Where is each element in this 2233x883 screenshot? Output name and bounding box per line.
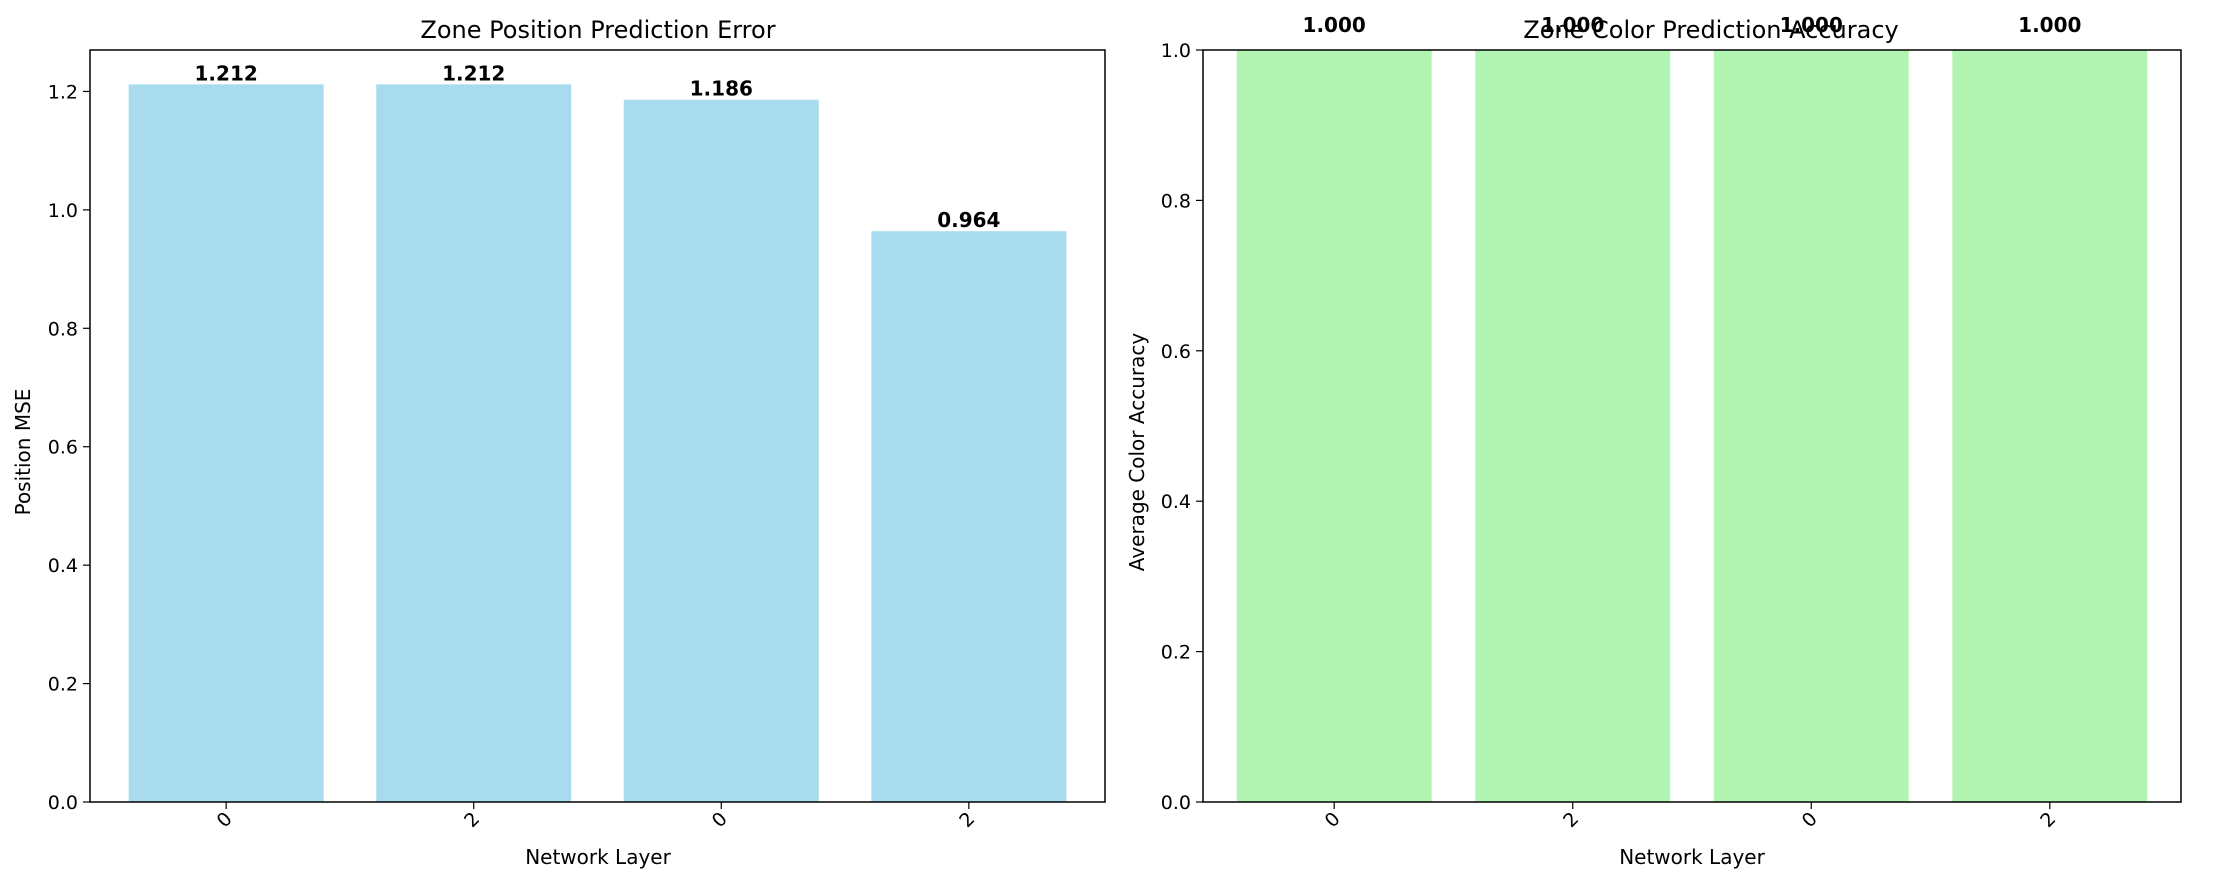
y-ticks: 0.0 0.2 0.4 0.6 0.8 1.0 1.2	[48, 81, 90, 814]
plot-frame	[89, 49, 1106, 803]
y-tick-label: 0.2	[48, 674, 78, 696]
bar-value-label: 1.212	[442, 61, 505, 85]
bar	[1475, 50, 1671, 802]
y-tick-label: 0.8	[1161, 190, 1191, 212]
bar	[871, 231, 1067, 802]
x-axis-label: Network Layer	[525, 845, 671, 869]
bars	[1236, 50, 2148, 802]
chart-title: Zone Position Prediction Error	[420, 16, 775, 44]
x-tick-label: 2	[2036, 808, 2060, 832]
x-tick-label: 0	[1798, 808, 1822, 832]
bar-value-label: 1.000	[2018, 13, 2081, 37]
position-error-chart: Zone Position Prediction Error Position …	[11, 16, 1106, 869]
x-tick-label: 0	[1321, 808, 1345, 832]
bar-value-label: 1.000	[1541, 13, 1604, 37]
bar	[1236, 50, 1432, 802]
x-ticks: 0 2 0 2	[213, 802, 979, 832]
y-axis-label: Position MSE	[11, 389, 35, 516]
data-labels: 1.212 1.212 1.186 0.964	[195, 61, 1001, 232]
bar	[1952, 50, 2148, 802]
data-labels: 1.000 1.000 1.000 1.000	[1303, 13, 2082, 37]
y-tick-label: 0.4	[1161, 491, 1191, 513]
chart-title: Zone Color Prediction Accuracy	[1523, 16, 1898, 44]
bar	[128, 84, 324, 802]
x-tick-label: 2	[955, 808, 979, 832]
y-tick-label: 0.0	[48, 792, 78, 814]
bar	[1713, 50, 1909, 802]
color-accuracy-chart: Average Color Accuracy Network Layer 0.0…	[1125, 13, 2182, 869]
x-ticks: 0 2 0 2	[1321, 802, 2060, 832]
bars	[128, 84, 1067, 802]
bar	[376, 84, 572, 802]
plot-frame	[1202, 49, 2182, 803]
y-ticks: 0.0 0.2 0.4 0.6 0.8 1.0	[1161, 40, 1203, 814]
x-tick-label: 2	[1559, 808, 1583, 832]
bar	[623, 99, 819, 802]
x-tick-label: 2	[460, 808, 484, 832]
bar-value-label: 1.000	[1303, 13, 1366, 37]
y-tick-label: 1.0	[48, 200, 78, 222]
x-axis-label: Network Layer	[1619, 845, 1765, 869]
bar-value-label: 1.000	[1780, 13, 1843, 37]
bar-value-label: 1.186	[690, 77, 753, 101]
x-tick-label: 0	[213, 808, 237, 832]
y-tick-label: 0.6	[1161, 341, 1191, 363]
y-tick-label: 0.6	[48, 437, 78, 459]
y-tick-label: 1.2	[48, 81, 78, 103]
y-tick-label: 0.4	[48, 555, 78, 577]
bar-value-label: 1.212	[195, 61, 258, 85]
y-tick-label: 0.0	[1161, 792, 1191, 814]
y-tick-label: 0.8	[48, 318, 78, 340]
y-axis-label: Average Color Accuracy	[1125, 333, 1149, 572]
x-tick-label: 0	[708, 808, 732, 832]
y-tick-label: 0.2	[1161, 642, 1191, 664]
y-tick-label: 1.0	[1161, 40, 1191, 62]
bar-value-label: 0.964	[937, 208, 1000, 232]
